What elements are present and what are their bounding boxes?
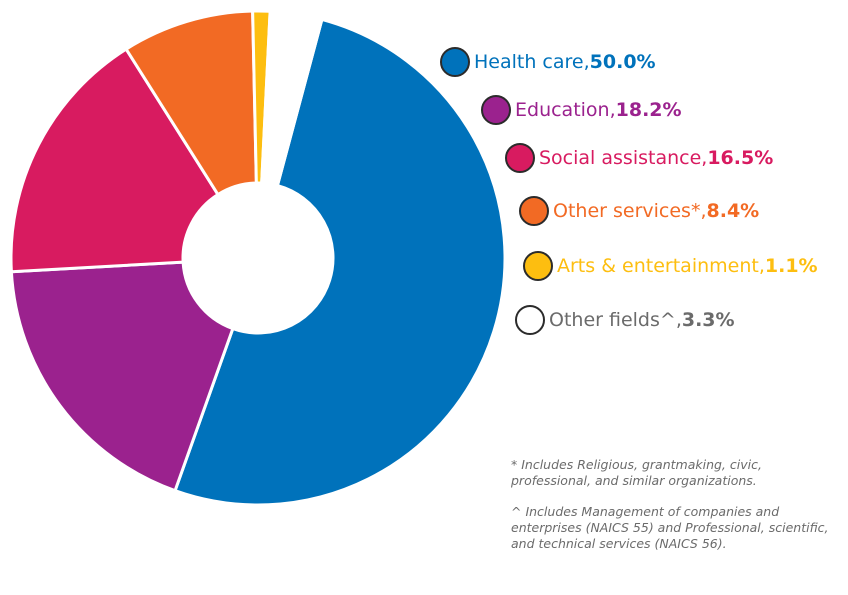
slice-other-services (124, 9, 258, 197)
slice-other-fields (260, 9, 324, 188)
footnote-other-fields: ^ Includes Management of companies and e… (511, 504, 829, 551)
footnote-other-services: * Includes Religious, grantmaking, civic… (511, 457, 762, 488)
slice-education (9, 260, 235, 493)
slice-health-care (173, 17, 507, 507)
footnotes: * Includes Religious, grantmaking, civic… (511, 457, 841, 567)
slice-social-assistance (9, 47, 220, 274)
